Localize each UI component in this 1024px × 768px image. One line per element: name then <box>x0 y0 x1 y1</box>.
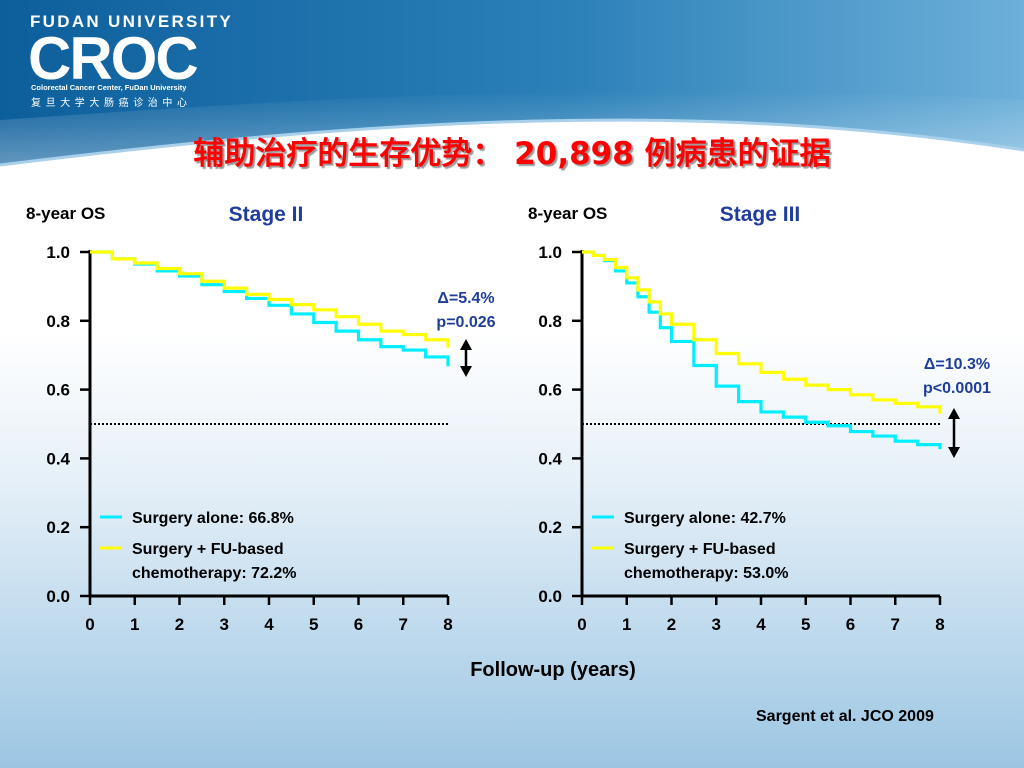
croc-logo: CROC <box>28 25 199 92</box>
center-name-cn: 复旦大学大肠癌诊治中心 <box>31 98 192 109</box>
y-tick-label: 0.4 <box>46 449 70 468</box>
x-tick-label: 8 <box>443 615 452 634</box>
legend-label-surgery-chemo: Surgery + FU-based chemotherapy: 72.2% <box>132 541 297 582</box>
legend-label-surgery-chemo: Surgery + FU-based chemotherapy: 53.0% <box>624 541 789 582</box>
slide-title: 辅助治疗的生存优势： 20,898 例病患的证据 <box>193 136 831 172</box>
y-tick-label: 0.6 <box>46 381 70 400</box>
surgery-alone-curve <box>90 250 450 367</box>
x-tick-label: 2 <box>175 615 184 634</box>
chart-panel-2: 8-year OS Stage III 0.0 0.2 0.4 0.6 0.8 1.0 0 1 2 3… <box>528 203 991 634</box>
x-tick-label: 1 <box>622 615 631 634</box>
delta-annotation: Δ=5.4% <box>437 290 494 307</box>
y-tick-label: 0.8 <box>538 312 562 331</box>
arrow-head-down-icon <box>948 447 960 458</box>
panel-title: Stage III <box>720 203 801 226</box>
y-axis-label: 8-year OS <box>528 204 607 223</box>
x-tick-label: 4 <box>264 615 274 634</box>
x-tick-label: 0 <box>577 615 586 634</box>
x-tick-label: 3 <box>712 615 721 634</box>
panel-title: Stage II <box>229 203 304 226</box>
y-tick-label: 0.4 <box>538 449 562 468</box>
arrow-head-up-icon <box>460 339 472 350</box>
arrow-head-down-icon <box>460 366 472 377</box>
p-value-annotation: p<0.0001 <box>923 380 991 397</box>
delta-annotation: Δ=10.3% <box>924 356 990 373</box>
x-tick-label: 7 <box>891 615 900 634</box>
surgery-chemo-curve <box>582 250 942 414</box>
x-tick-label: 5 <box>309 615 318 634</box>
x-tick-label: 6 <box>354 615 363 634</box>
p-value-annotation: p=0.026 <box>436 314 495 331</box>
arrow-head-up-icon <box>948 408 960 419</box>
x-tick-label: 2 <box>667 615 676 634</box>
chart-panel-1: 8-year OS Stage II 0.0 0.2 0.4 0.6 0.8 1.0 0 1 2 3 4… <box>26 203 496 634</box>
x-tick-label: 6 <box>846 615 855 634</box>
legend-label-surgery-alone: Surgery alone: 66.8% <box>132 510 294 527</box>
x-tick-label: 8 <box>935 615 944 634</box>
x-tick-label: 0 <box>85 615 94 634</box>
y-tick-label: 0.2 <box>46 518 70 537</box>
y-tick-label: 0.0 <box>538 587 562 606</box>
header-banner <box>0 0 1024 167</box>
x-tick-label: 3 <box>220 615 229 634</box>
x-tick-label: 4 <box>756 615 766 634</box>
x-tick-label: 7 <box>399 615 408 634</box>
surgery-chemo-curve <box>90 250 450 348</box>
y-tick-label: 0.8 <box>46 312 70 331</box>
citation: Sargent et al. JCO 2009 <box>756 708 934 725</box>
center-name-en: Colorectal Cancer Center, FuDan Universi… <box>31 83 187 92</box>
surgery-alone-curve <box>582 250 942 450</box>
university-name: FUDAN UNIVERSITY <box>30 12 234 31</box>
y-tick-label: 0.6 <box>538 381 562 400</box>
y-tick-label: 1.0 <box>46 243 70 262</box>
y-tick-label: 1.0 <box>538 243 562 262</box>
legend-label-surgery-alone: Surgery alone: 42.7% <box>624 510 786 527</box>
x-tick-label: 5 <box>801 615 810 634</box>
x-tick-label: 1 <box>130 615 139 634</box>
y-axis-label: 8-year OS <box>26 204 105 223</box>
x-axis-label: Follow-up (years) <box>470 659 636 681</box>
y-tick-label: 0.0 <box>46 587 70 606</box>
y-tick-label: 0.2 <box>538 518 562 537</box>
